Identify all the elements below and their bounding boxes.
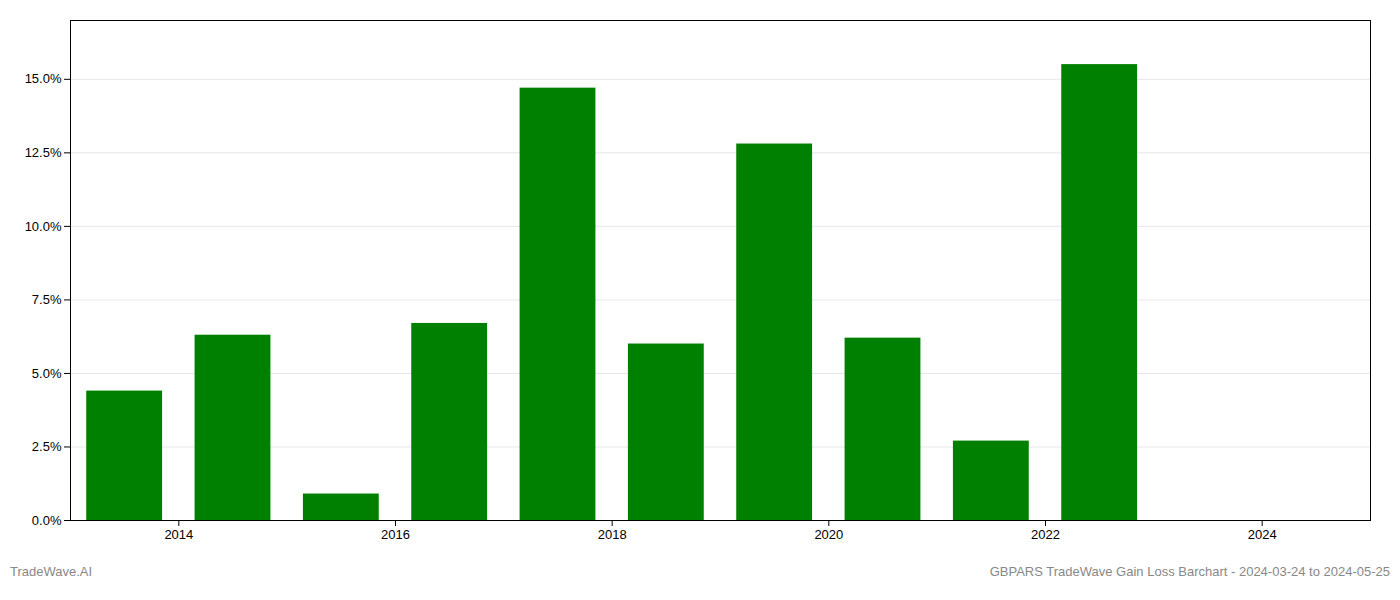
svg-text:2014: 2014 — [164, 527, 193, 542]
svg-text:2024: 2024 — [1248, 527, 1277, 542]
svg-text:10.0%: 10.0% — [25, 219, 62, 234]
html-text:TradeWave.AI: TradeWave.AI — [10, 564, 93, 579]
svg-text:2020: 2020 — [814, 527, 843, 542]
svg-text:2018: 2018 — [598, 527, 627, 542]
svg-text:2.5%: 2.5% — [32, 439, 62, 454]
svg-text:15.0%: 15.0% — [25, 71, 62, 86]
svg-text:5.0%: 5.0% — [32, 366, 62, 381]
svg-text:0.0%: 0.0% — [32, 513, 62, 528]
svg-text:7.5%: 7.5% — [32, 292, 62, 307]
svg-text:2022: 2022 — [1031, 527, 1060, 542]
svg-text:2016: 2016 — [381, 527, 410, 542]
svg-text:12.5%: 12.5% — [25, 145, 62, 160]
html-text:GBPARS TradeWave Gain Loss Bar: GBPARS TradeWave Gain Loss Barchart - 20… — [989, 564, 1390, 579]
